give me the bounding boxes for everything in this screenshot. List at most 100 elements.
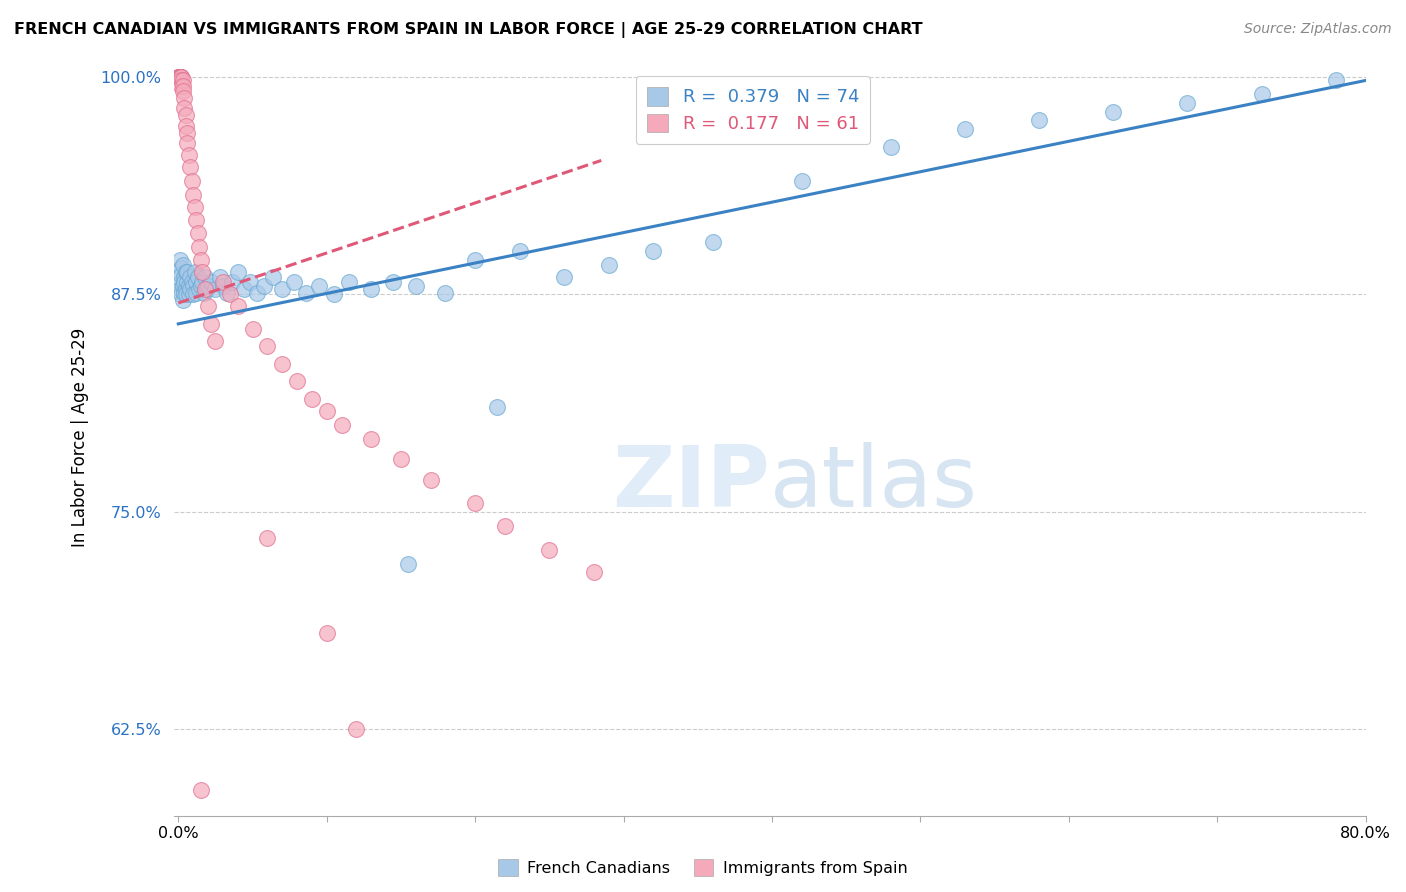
Point — [344, 722, 367, 736]
Point — [295, 285, 318, 300]
Point — [790, 174, 813, 188]
Point — [308, 278, 330, 293]
Point — [208, 269, 231, 284]
Point — [169, 70, 191, 84]
Point — [204, 282, 226, 296]
Point — [170, 261, 193, 276]
Point — [1250, 87, 1272, 102]
Point — [330, 417, 353, 432]
Point — [181, 278, 204, 293]
Point — [582, 566, 605, 580]
Point — [180, 174, 202, 188]
Point — [179, 282, 201, 296]
Point — [238, 275, 260, 289]
Point — [174, 108, 197, 122]
Point — [169, 70, 191, 84]
Point — [184, 285, 207, 300]
Point — [285, 374, 308, 388]
Point — [179, 269, 201, 284]
Point — [191, 275, 214, 289]
Point — [262, 269, 284, 284]
Point — [271, 282, 294, 296]
Point — [382, 275, 405, 289]
Point — [170, 70, 193, 84]
Point — [172, 84, 194, 98]
Point — [170, 73, 193, 87]
Point — [169, 282, 191, 296]
Point — [494, 518, 516, 533]
Point — [188, 282, 211, 296]
Point — [315, 626, 337, 640]
Point — [195, 282, 218, 296]
Point — [486, 401, 509, 415]
Point — [194, 269, 217, 284]
Point — [172, 293, 194, 307]
Point — [256, 531, 278, 545]
Point — [187, 269, 209, 284]
Point — [232, 282, 254, 296]
Point — [183, 265, 205, 279]
Point — [226, 300, 249, 314]
Point — [177, 148, 200, 162]
Point — [167, 70, 190, 84]
Point — [173, 275, 195, 289]
Point — [879, 139, 901, 153]
Point — [173, 91, 195, 105]
Point — [221, 275, 243, 289]
Point — [172, 278, 194, 293]
Point — [538, 542, 561, 557]
Point — [204, 334, 226, 349]
Point — [194, 282, 217, 296]
Point — [434, 285, 457, 300]
Point — [315, 404, 337, 418]
Point — [169, 70, 191, 84]
Point — [177, 278, 200, 293]
Point — [176, 136, 198, 150]
Point — [170, 287, 193, 301]
Point — [211, 275, 233, 289]
Point — [219, 287, 242, 301]
Point — [170, 268, 193, 283]
Point — [188, 240, 211, 254]
Point — [172, 73, 194, 87]
Point — [464, 252, 486, 267]
Point — [173, 269, 195, 284]
Text: ZIP: ZIP — [612, 442, 769, 524]
Point — [169, 70, 191, 84]
Point — [1102, 104, 1125, 119]
Point — [172, 78, 194, 93]
Point — [179, 161, 201, 175]
Point — [396, 557, 419, 571]
Point — [419, 474, 441, 488]
Point — [464, 496, 486, 510]
Legend: R =  0.379   N = 74, R =  0.177   N = 61: R = 0.379 N = 74, R = 0.177 N = 61 — [636, 76, 870, 144]
Point — [174, 119, 197, 133]
Point — [509, 244, 531, 258]
Point — [173, 285, 195, 300]
Point — [176, 265, 198, 279]
Point — [242, 322, 264, 336]
Point — [598, 258, 620, 272]
Point — [301, 392, 323, 406]
Point — [183, 200, 205, 214]
Point — [405, 278, 427, 293]
Point — [181, 188, 204, 202]
Point — [190, 278, 212, 293]
Point — [200, 317, 222, 331]
Point — [187, 227, 209, 241]
Point — [172, 258, 194, 272]
Point — [217, 285, 239, 300]
Point — [176, 126, 198, 140]
Point — [184, 212, 207, 227]
Point — [271, 357, 294, 371]
Point — [256, 339, 278, 353]
Point — [389, 452, 412, 467]
Point — [197, 278, 219, 293]
Point — [191, 265, 214, 279]
Point — [553, 269, 575, 284]
Point — [184, 275, 207, 289]
Point — [173, 101, 195, 115]
Point — [177, 287, 200, 301]
Point — [1324, 73, 1347, 87]
Point — [190, 252, 212, 267]
